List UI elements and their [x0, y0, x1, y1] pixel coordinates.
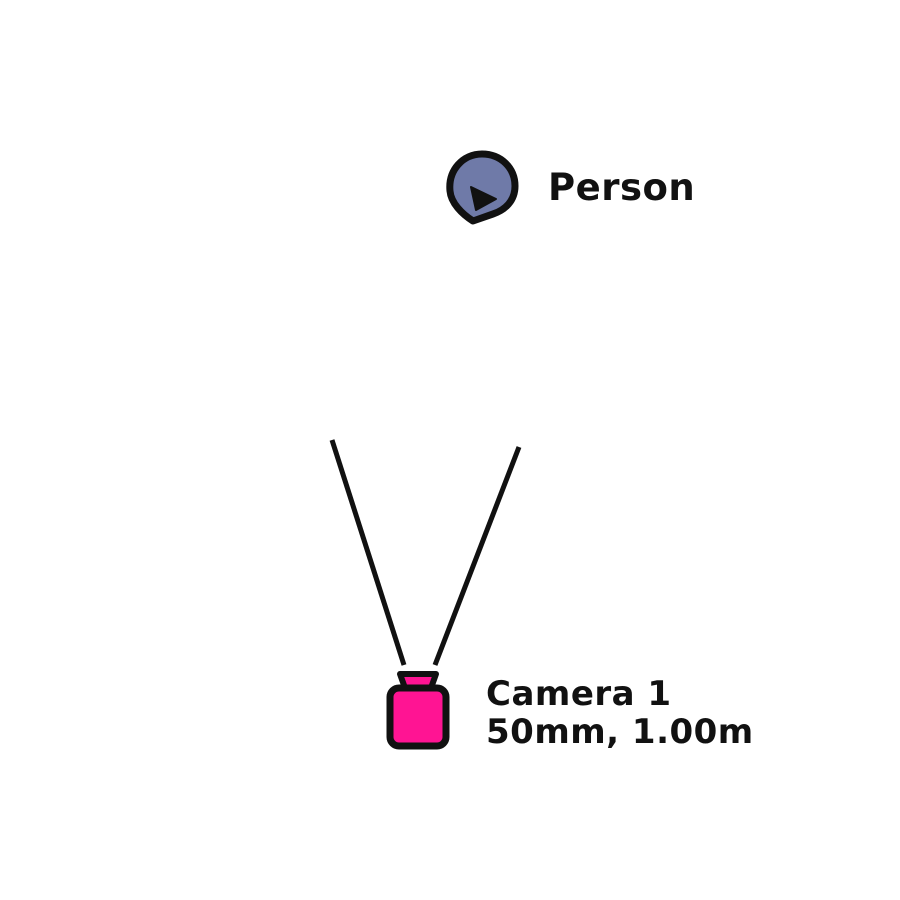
- camera-icon[interactable]: [386, 671, 450, 750]
- person-marker-icon[interactable]: [446, 150, 519, 225]
- camera-spec-label: 50mm, 1.00m: [486, 712, 754, 752]
- person-marker-body: [446, 150, 519, 225]
- camera-fov-line-right: [432, 446, 522, 666]
- camera-body: [386, 684, 450, 750]
- person-direction-arrow-icon: [470, 186, 497, 211]
- camera-fov-line-left: [329, 439, 407, 666]
- camera-name-label: Camera 1: [486, 674, 672, 714]
- person-label: Person: [548, 166, 696, 209]
